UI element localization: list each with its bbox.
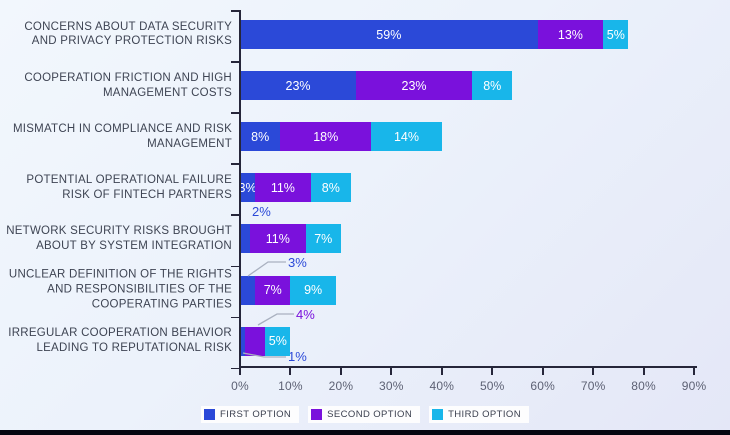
- x-axis-tick: [390, 366, 393, 375]
- bar-value-label: 23%: [401, 78, 427, 93]
- bar-value-label: 5%: [606, 27, 625, 42]
- legend-item: THIRD OPTION: [429, 406, 529, 423]
- x-axis-tick-label: 0%: [231, 379, 249, 393]
- bar-segment: 7%: [255, 275, 291, 305]
- bar-value-callout: 1%: [288, 349, 307, 364]
- y-axis-tick: [231, 367, 239, 370]
- bar-value-callout: 2%: [252, 204, 271, 219]
- x-axis-tick-label: 40%: [429, 379, 455, 393]
- x-axis-tick-label: 50%: [479, 379, 505, 393]
- x-axis-tick: [239, 366, 241, 375]
- category-label: NETWORK SECURITY RISKS BROUGHT ABOUT BY …: [6, 224, 232, 252]
- bar-value-label: 14%: [393, 129, 419, 144]
- x-axis-tick: [440, 366, 443, 375]
- x-axis-line: [239, 366, 697, 368]
- x-axis-tick: [491, 366, 494, 375]
- legend-swatch: [204, 409, 216, 420]
- legend-label: SECOND OPTION: [327, 409, 413, 420]
- x-axis-tick-label: 80%: [631, 379, 656, 393]
- bar-segment: [245, 326, 266, 356]
- bar-value-label: 7%: [263, 283, 282, 297]
- x-axis-tick-label: 20%: [328, 379, 354, 393]
- bar-segment: 18%: [280, 122, 372, 152]
- bottom-border: [0, 430, 730, 435]
- y-axis-tick: [231, 163, 239, 165]
- bar-segment: 13%: [537, 20, 604, 49]
- x-axis-tick: [339, 366, 342, 375]
- x-axis-tick: [642, 366, 645, 375]
- bar-value-label: 8%: [321, 180, 340, 195]
- bar-value-label: 5%: [268, 334, 287, 349]
- y-axis-tick: [231, 316, 239, 319]
- bar-segment: 23%: [240, 71, 357, 101]
- bar-value-label: 7%: [314, 231, 333, 246]
- bar-value-label: 8%: [483, 78, 502, 93]
- bar-segment: 11%: [255, 173, 311, 203]
- bar-segment: 5%: [265, 326, 291, 356]
- category-label: POTENTIAL OPERATIONAL FAILURE RISK OF FI…: [26, 173, 232, 201]
- legend-swatch: [432, 409, 444, 420]
- bar-value-label: 18%: [313, 129, 339, 144]
- x-axis-tick-label: 90%: [681, 379, 707, 393]
- category-label: IRREGULAR COOPERATION BEHAVIOR LEADING T…: [8, 327, 232, 355]
- legend-swatch: [311, 409, 323, 420]
- bar-segment: 3%: [238, 173, 257, 203]
- bar-segment: 8%: [240, 122, 281, 152]
- bar-segment: 5%: [603, 20, 629, 49]
- y-axis-tick: [231, 61, 239, 63]
- bar-value-label: 9%: [304, 283, 323, 297]
- bar-value-callout: 3%: [288, 255, 307, 270]
- legend-item: SECOND OPTION: [308, 406, 421, 423]
- bar-segment: [240, 224, 251, 254]
- category-label: UNCLEAR DEFINITION OF THE RIGHTS AND RES…: [8, 268, 232, 311]
- bar-segment: 7%: [305, 224, 341, 254]
- bar-value-label: 59%: [376, 27, 402, 42]
- x-axis-tick-label: 60%: [530, 379, 555, 393]
- category-label: CONCERNS ABOUT DATA SECURITY AND PRIVACY…: [24, 20, 232, 48]
- bar-segment: [240, 326, 246, 356]
- bar-segment: 23%: [356, 71, 473, 101]
- x-axis-tick: [592, 366, 595, 375]
- bar-segment: 59%: [240, 20, 538, 49]
- x-axis-tick-label: 70%: [580, 379, 606, 393]
- legend-label: THIRD OPTION: [448, 409, 521, 420]
- x-axis-tick-label: 30%: [379, 379, 404, 393]
- bar-segment: 8%: [310, 173, 351, 203]
- x-axis-tick: [541, 366, 544, 375]
- y-axis-tick: [231, 265, 239, 268]
- category-label: COOPERATION FRICTION AND HIGH MANAGEMENT…: [24, 71, 232, 99]
- bar-segment: [240, 275, 256, 305]
- bar-value-label: 11%: [265, 231, 290, 246]
- x-axis-tick-label: 10%: [278, 379, 303, 393]
- legend-label: FIRST OPTION: [220, 409, 292, 420]
- x-axis-tick: [693, 366, 696, 375]
- bar-segment: 9%: [290, 275, 336, 305]
- bar-value-label: 8%: [251, 129, 270, 144]
- legend-item: FIRST OPTION: [201, 406, 300, 423]
- bar-value-label: 13%: [557, 27, 583, 42]
- x-axis-tick: [289, 366, 292, 375]
- y-axis-tick: [231, 214, 239, 216]
- chart-legend: FIRST OPTION SECOND OPTION THIRD OPTION: [0, 406, 730, 423]
- y-axis-tick: [231, 112, 239, 114]
- bar-segment: 11%: [250, 224, 306, 254]
- bar-segment: 14%: [371, 122, 442, 152]
- y-axis-line: [239, 10, 241, 368]
- bar-value-callout: 4%: [296, 307, 315, 322]
- bar-value-label: 11%: [270, 180, 295, 195]
- bar-value-label: 23%: [285, 78, 311, 93]
- bar-segment: 8%: [472, 71, 513, 101]
- y-axis-tick: [231, 10, 239, 12]
- bar-value-label: 3%: [238, 180, 257, 195]
- category-label: MISMATCH IN COMPLIANCE AND RISK MANAGEME…: [12, 122, 232, 150]
